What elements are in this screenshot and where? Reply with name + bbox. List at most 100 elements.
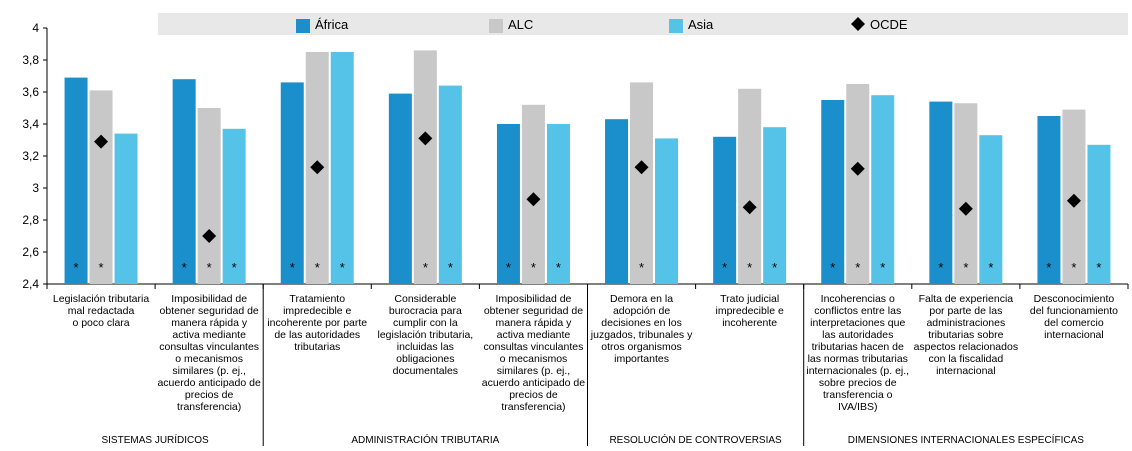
category-label: obligaciones xyxy=(396,353,454,365)
ocde-diamond xyxy=(526,192,541,207)
bar-asia xyxy=(979,135,1003,284)
legend-label-3: OCDE xyxy=(870,17,908,32)
bar-frica xyxy=(388,93,412,284)
category-label: obtener seguridad de xyxy=(160,305,259,317)
bar-alc xyxy=(413,50,437,285)
category-label: por parte de las xyxy=(929,305,1002,317)
category-label: manera rápida y xyxy=(496,317,573,329)
category-label: documentales xyxy=(393,365,458,377)
legend-label-1: ALC xyxy=(508,17,533,32)
significance-star: * xyxy=(1071,260,1076,275)
category-label: mal redactada xyxy=(68,305,135,317)
y-tick-label: 3,2 xyxy=(22,149,39,163)
bar-asia xyxy=(763,127,787,284)
bar-asia xyxy=(222,128,246,284)
category-label: o mecanismos xyxy=(500,353,568,365)
category-label: importantes xyxy=(614,353,669,365)
bar-asia xyxy=(1087,144,1111,284)
group-label: ADMINISTRACIÓN TRIBUTARIA xyxy=(351,433,499,446)
category-label: incluidas las xyxy=(397,341,454,353)
category-label: decisiones en los xyxy=(601,317,682,329)
category-label: internacionales (p. ej., xyxy=(806,365,909,377)
y-tick-label: 3,8 xyxy=(22,53,39,67)
bar-frica xyxy=(172,79,196,284)
ocde-diamond xyxy=(958,201,973,216)
bar-asia xyxy=(871,95,895,284)
bar-asia xyxy=(546,124,570,284)
category-label: transferencia) xyxy=(177,401,241,413)
significance-star: * xyxy=(880,260,885,275)
category-label: del comercio xyxy=(1044,317,1104,329)
significance-star: * xyxy=(963,260,968,275)
significance-star: * xyxy=(74,260,79,275)
significance-star: * xyxy=(99,260,104,275)
significance-star: * xyxy=(722,260,727,275)
y-tick-label: 2,4 xyxy=(22,277,39,291)
category-label: legislación tributaria, xyxy=(377,329,473,341)
bar-alc xyxy=(630,82,654,285)
category-label: burocracia para xyxy=(389,305,462,317)
group-label: RESOLUCIÓN DE CONTROVERSIAS xyxy=(609,433,782,446)
significance-star: * xyxy=(938,260,943,275)
category-label: las normas tributarias xyxy=(808,353,908,365)
y-tick-label: 4 xyxy=(32,21,39,35)
significance-star: * xyxy=(772,260,777,275)
category-label: transferencia) xyxy=(501,401,565,413)
bar-asia xyxy=(330,52,354,284)
category-label: Incoherencias o xyxy=(821,293,895,305)
significance-star: * xyxy=(340,260,345,275)
category-label: incoherente por parte xyxy=(267,317,367,329)
category-label: administraciones xyxy=(926,317,1005,329)
bar-alc xyxy=(197,108,221,284)
category-label: Considerable xyxy=(394,293,456,305)
significance-star: * xyxy=(207,260,212,275)
category-label: Demora en la xyxy=(610,293,673,305)
legend-swatch-3 xyxy=(851,17,865,31)
category-label: Imposibilidad de xyxy=(171,293,247,305)
category-label: Trato judicial xyxy=(720,293,779,305)
bar-alc xyxy=(738,88,762,284)
category-label: consultas vinculantes xyxy=(484,341,584,353)
category-label: tributarias hacen de xyxy=(812,341,904,353)
significance-star: * xyxy=(182,260,187,275)
category-label: del funcionamiento xyxy=(1030,305,1118,317)
category-label: internacional xyxy=(1044,329,1104,341)
significance-star: * xyxy=(315,260,320,275)
category-label: con la fiscalidad xyxy=(928,353,1003,365)
bar-asia xyxy=(438,85,462,284)
y-tick-label: 3,6 xyxy=(22,85,39,99)
category-label: transferencia o xyxy=(823,389,893,401)
significance-star: * xyxy=(448,260,453,275)
category-label: activa mediante xyxy=(497,329,571,341)
ocde-diamond xyxy=(1066,193,1081,208)
legend-swatch-0 xyxy=(296,19,310,33)
ocde-diamond xyxy=(634,160,649,175)
bar-frica xyxy=(496,124,520,284)
ocde-diamond xyxy=(850,161,865,176)
significance-star: * xyxy=(232,260,237,275)
significance-star: * xyxy=(855,260,860,275)
legend-label-2: Asia xyxy=(688,17,714,32)
bar-frica xyxy=(929,101,953,284)
group-label: DIMENSIONES INTERNACIONALES ESPECÍFICAS xyxy=(848,433,1084,446)
significance-star: * xyxy=(639,260,644,275)
group-label: SISTEMAS JURÍDICOS xyxy=(101,433,209,446)
category-label: sobre precios de xyxy=(819,377,897,389)
category-label: precios de xyxy=(185,389,234,401)
category-label: incoherente xyxy=(722,317,777,329)
category-label: interpretaciones que xyxy=(810,317,905,329)
ocde-diamond xyxy=(94,134,109,149)
category-label: Falta de experiencia xyxy=(919,293,1014,305)
category-label: las autoridades xyxy=(822,329,893,341)
bar-frica xyxy=(821,100,845,284)
y-tick-label: 3 xyxy=(32,181,39,195)
significance-star: * xyxy=(506,260,511,275)
significance-star: * xyxy=(531,260,536,275)
bar-alc xyxy=(954,103,978,284)
category-label: o mecanismos xyxy=(175,353,243,365)
significance-star: * xyxy=(830,260,835,275)
bar-frica xyxy=(605,119,629,284)
bar-frica xyxy=(1037,116,1061,284)
category-label: de las autoridades xyxy=(274,329,360,341)
category-label: activa mediante xyxy=(172,329,246,341)
